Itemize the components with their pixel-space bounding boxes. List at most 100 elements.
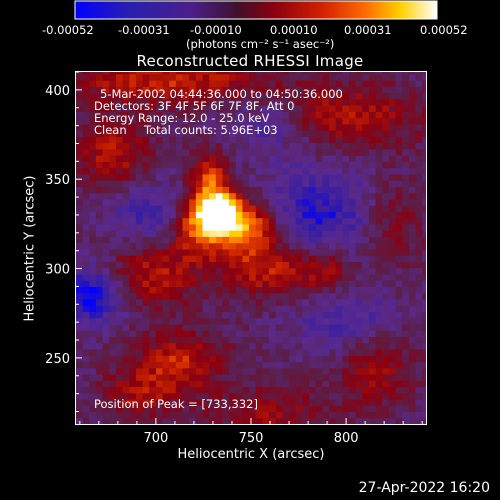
heatmap-cell — [328, 248, 337, 256]
heatmap-cell — [302, 292, 310, 300]
heatmap-cell — [115, 230, 124, 237]
heatmap-cell — [408, 198, 417, 206]
heatmap-cell — [402, 72, 410, 75]
heatmap-cell — [328, 80, 337, 87]
heatmap-cell — [162, 117, 170, 125]
heatmap-cell — [362, 311, 370, 319]
heatmap-cell — [162, 398, 170, 406]
heatmap-cell — [202, 192, 210, 200]
heatmap-cell — [368, 355, 377, 363]
heatmap-cell — [255, 417, 264, 424]
heatmap-cell — [315, 373, 323, 381]
heatmap-cell — [122, 111, 130, 119]
heatmap-cell — [408, 86, 417, 94]
heatmap-cell — [388, 230, 397, 237]
heatmap-cell — [182, 180, 190, 187]
heatmap-cell — [149, 205, 157, 212]
heatmap-cell — [102, 298, 110, 306]
heatmap-cell — [215, 292, 224, 300]
heatmap-cell — [162, 236, 170, 244]
heatmap-cell — [149, 217, 157, 225]
heatmap-cell — [135, 405, 144, 413]
heatmap-cell — [255, 123, 264, 131]
heatmap-cell — [342, 192, 350, 200]
heatmap-cell — [195, 217, 204, 225]
heatmap-cell — [422, 236, 426, 244]
colorbar-units: (photons cm⁻² s⁻¹ asec⁻²) — [186, 37, 335, 51]
heatmap-cell — [202, 198, 210, 206]
heatmap-cell — [89, 217, 97, 225]
heatmap-cell — [102, 348, 110, 356]
heatmap-cell — [302, 392, 310, 400]
heatmap-cell — [395, 167, 403, 175]
x-tick-label: 750 — [239, 431, 264, 446]
heatmap-cell — [328, 298, 337, 306]
heatmap-cell — [368, 72, 377, 75]
heatmap-cell — [388, 72, 397, 75]
heatmap-cell — [182, 286, 190, 294]
heatmap-cell — [408, 123, 417, 131]
heatmap-cell — [149, 92, 157, 100]
heatmap-cell — [402, 330, 410, 338]
heatmap-cell — [402, 192, 410, 200]
heatmap-cell — [422, 286, 426, 294]
heatmap-cell — [189, 173, 197, 181]
annotation-energy: Energy Range: 12.0 - 25.0 keV — [94, 111, 270, 125]
heatmap-cell — [348, 336, 357, 344]
heatmap-cell — [115, 198, 124, 206]
heatmap-cell — [182, 186, 190, 194]
heatmap-cell — [175, 292, 184, 300]
heatmap-cell — [215, 217, 224, 225]
heatmap-cell — [115, 380, 124, 388]
heatmap-cell — [195, 405, 204, 413]
heatmap-cell — [262, 192, 270, 200]
heatmap-cell — [129, 117, 137, 125]
heatmap-cell — [322, 180, 330, 187]
heatmap-cell — [275, 92, 283, 100]
heatmap-cell — [348, 92, 357, 100]
heatmap-cell — [142, 186, 150, 194]
heatmap-cell — [235, 417, 244, 424]
heatmap-cell — [242, 342, 250, 350]
heatmap-cell — [102, 373, 110, 381]
heatmap-cell — [322, 80, 330, 87]
heatmap-cell — [235, 280, 244, 288]
heatmap-cell — [122, 248, 130, 256]
heatmap-cell — [368, 155, 377, 162]
heatmap-cell — [355, 242, 363, 250]
heatmap-cell — [202, 92, 210, 100]
heatmap-cell — [255, 342, 264, 350]
heatmap-cell — [362, 211, 370, 219]
heatmap-cell — [76, 198, 84, 206]
heatmap-cell — [302, 130, 310, 137]
heatmap-cell — [249, 311, 257, 319]
heatmap-cell — [109, 217, 117, 225]
heatmap-cell — [402, 180, 410, 187]
heatmap-cell — [415, 305, 423, 313]
heatmap-cell — [309, 123, 317, 131]
heatmap-cell — [422, 217, 426, 225]
heatmap-cell — [368, 86, 377, 94]
heatmap-cell — [255, 130, 264, 137]
heatmap-cell — [355, 317, 363, 325]
heatmap-cell — [362, 292, 370, 300]
heatmap-cell — [368, 280, 377, 288]
heatmap-cell — [408, 405, 417, 413]
heatmap-cell — [95, 411, 104, 419]
heatmap-cell — [355, 92, 363, 100]
heatmap-cell — [275, 373, 283, 381]
heatmap-cell — [422, 292, 426, 300]
heatmap-cell — [328, 217, 337, 225]
heatmap-cell — [95, 86, 104, 94]
heatmap-cell — [202, 348, 210, 356]
heatmap-cell — [135, 73, 144, 81]
heatmap-cell — [249, 398, 257, 406]
heatmap-cell — [275, 292, 283, 300]
heatmap-cell — [269, 392, 277, 400]
heatmap-cell — [102, 198, 110, 206]
heatmap-cell — [215, 205, 224, 212]
heatmap-cell — [375, 186, 383, 194]
heatmap-cell — [355, 73, 363, 81]
heatmap-cell — [388, 286, 397, 294]
heatmap-cell — [368, 111, 377, 119]
